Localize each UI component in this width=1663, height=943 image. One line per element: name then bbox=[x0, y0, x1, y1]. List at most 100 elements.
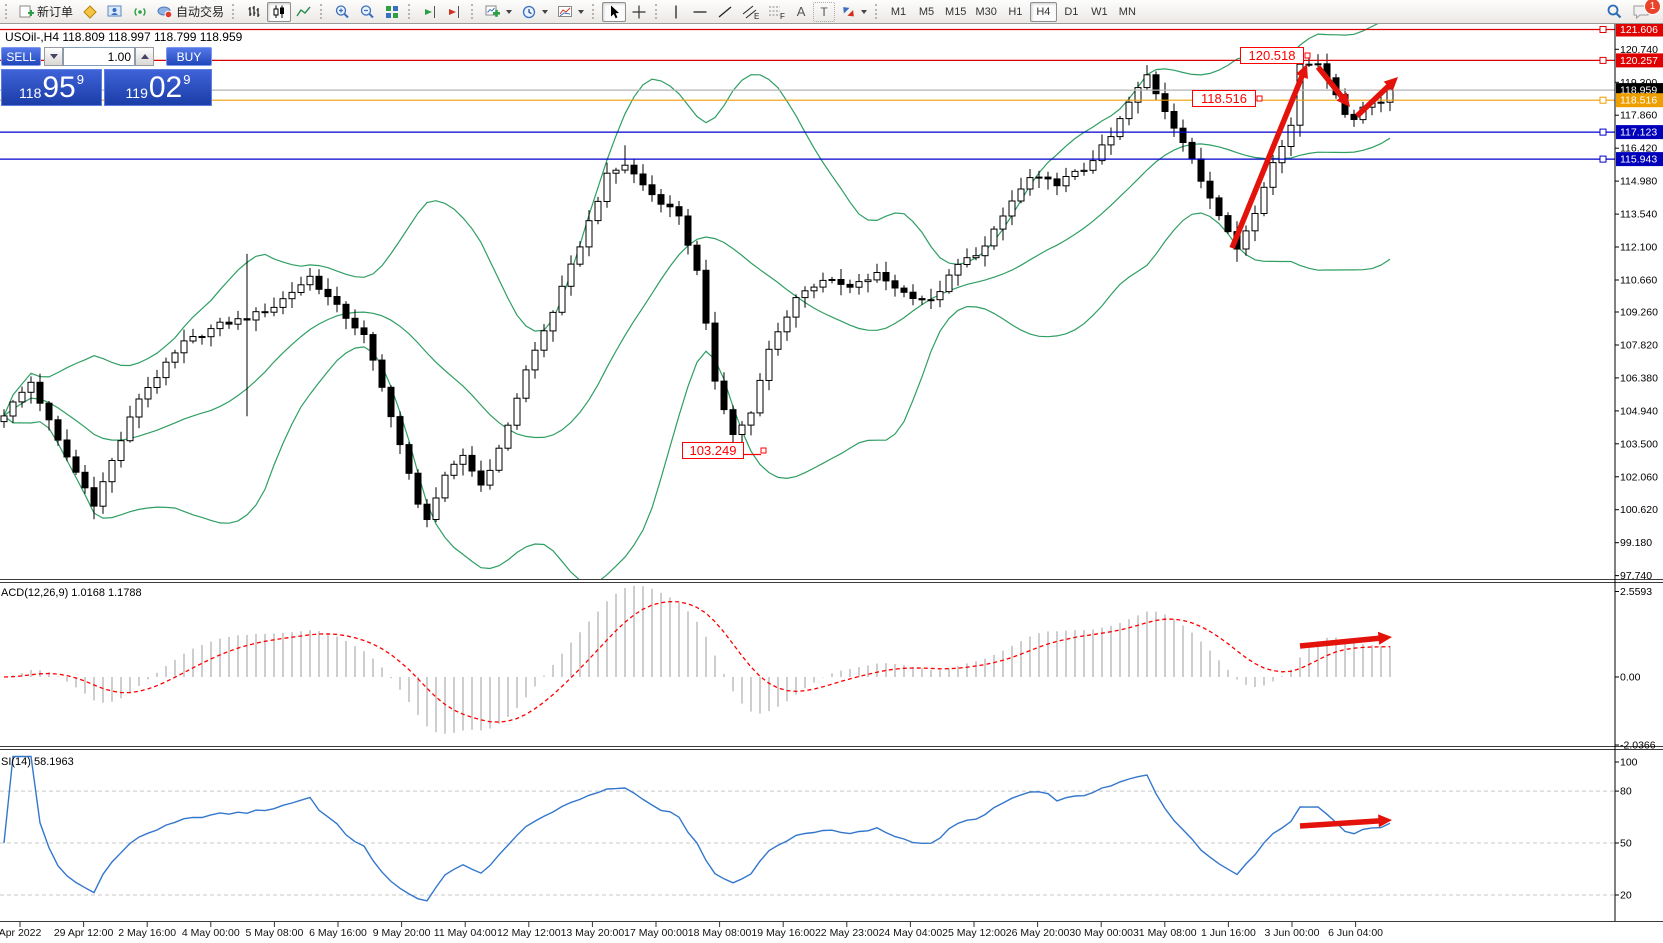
svg-text:3 Jun 00:00: 3 Jun 00:00 bbox=[1265, 927, 1320, 939]
timeframe-w1[interactable]: W1 bbox=[1091, 5, 1108, 18]
timeframe-m1[interactable]: M1 bbox=[890, 5, 907, 18]
svg-text:22 May 23:00: 22 May 23:00 bbox=[815, 927, 879, 939]
svg-text:50: 50 bbox=[1620, 838, 1632, 850]
arrows-button[interactable] bbox=[836, 2, 871, 22]
zoom-out-button[interactable] bbox=[355, 2, 379, 22]
timeframe-m30[interactable]: M30 bbox=[975, 5, 997, 18]
bar-chart-icon bbox=[246, 4, 262, 20]
timeframe-mn[interactable]: MN bbox=[1118, 5, 1136, 18]
zoom-in-button[interactable] bbox=[330, 2, 354, 22]
auto-trading-button[interactable]: 自动交易 bbox=[153, 2, 228, 22]
price-level-lines[interactable] bbox=[0, 26, 1615, 163]
svg-text:19 May 16:00: 19 May 16:00 bbox=[751, 927, 815, 939]
timeframe-d1[interactable]: D1 bbox=[1064, 5, 1079, 18]
toolbar: 新订单 自动交易 bbox=[0, 0, 1663, 24]
new-order-label: 新订单 bbox=[37, 5, 74, 19]
gold-button[interactable] bbox=[78, 2, 102, 22]
trendline-icon bbox=[717, 4, 733, 20]
volume-decrease-button[interactable] bbox=[44, 47, 63, 66]
trend-arrows[interactable] bbox=[1229, 64, 1398, 829]
svg-text:13 May 20:00: 13 May 20:00 bbox=[561, 927, 625, 939]
svg-text:9 May 20:00: 9 May 20:00 bbox=[373, 927, 431, 939]
toolbar-grip bbox=[655, 4, 661, 19]
cursor-button[interactable] bbox=[602, 1, 627, 22]
channel-icon: E bbox=[742, 4, 759, 20]
price-axis[interactable]: 120.740119.300117.860116.420114.980113.5… bbox=[1615, 22, 1663, 902]
trendline-button[interactable] bbox=[713, 2, 737, 22]
volume-increase-button[interactable] bbox=[135, 47, 154, 66]
svg-text:E: E bbox=[754, 12, 759, 20]
svg-text:2 May 16:00: 2 May 16:00 bbox=[118, 927, 176, 939]
sell-button[interactable]: SELL bbox=[1, 47, 41, 66]
svg-text:106.380: 106.380 bbox=[1620, 372, 1658, 384]
cursor-icon bbox=[606, 4, 622, 20]
triangle-down-icon bbox=[49, 54, 58, 59]
tile-windows-icon bbox=[384, 4, 400, 20]
horizontal-line-button[interactable] bbox=[688, 2, 712, 22]
timeframe-m5[interactable]: M5 bbox=[918, 5, 935, 18]
candlestick-button[interactable] bbox=[267, 1, 292, 22]
vertical-line-button[interactable] bbox=[665, 2, 687, 22]
buy-price-point: 9 bbox=[183, 72, 191, 87]
timeframe-m15[interactable]: M15 bbox=[945, 5, 967, 18]
crosshair-button[interactable] bbox=[627, 2, 651, 22]
templates-button[interactable] bbox=[553, 2, 588, 22]
dropdown-caret-icon bbox=[506, 9, 513, 14]
add-indicator-icon bbox=[485, 4, 501, 20]
buy-button[interactable]: BUY bbox=[166, 47, 212, 66]
triangle-up-icon bbox=[140, 54, 149, 59]
new-order-icon bbox=[19, 4, 34, 19]
auto-trading-label: 自动交易 bbox=[176, 5, 225, 19]
price-annotation[interactable]: 103.249 bbox=[682, 442, 744, 459]
svg-text:2.5593: 2.5593 bbox=[1620, 586, 1652, 598]
svg-text:115.943: 115.943 bbox=[1620, 154, 1657, 166]
new-order-button[interactable]: 新订单 bbox=[15, 2, 77, 22]
zoom-out-icon bbox=[359, 4, 375, 20]
annotation-handles[interactable] bbox=[744, 52, 1311, 456]
sell-price[interactable]: 118 95 9 bbox=[1, 69, 102, 106]
search-button[interactable] bbox=[1602, 2, 1627, 22]
svg-text:110.660: 110.660 bbox=[1620, 275, 1657, 287]
profile-icon bbox=[107, 4, 123, 20]
vertical-line-icon bbox=[669, 4, 683, 20]
tile-windows-button[interactable] bbox=[380, 2, 404, 22]
toolbar-grip bbox=[408, 4, 414, 19]
candles bbox=[0, 53, 1394, 528]
svg-text:117.123: 117.123 bbox=[1620, 127, 1657, 139]
indicators-button[interactable] bbox=[481, 2, 516, 22]
volume-input[interactable] bbox=[63, 47, 135, 66]
toolbar-grip bbox=[232, 4, 238, 19]
svg-text:120.740: 120.740 bbox=[1620, 44, 1658, 56]
text-button[interactable]: A bbox=[796, 4, 806, 19]
svg-text:104.940: 104.940 bbox=[1620, 405, 1658, 417]
svg-text:6 May 16:00: 6 May 16:00 bbox=[309, 927, 367, 939]
svg-text:12 May 12:00: 12 May 12:00 bbox=[497, 927, 561, 939]
time-axis[interactable]: Apr 2022 29 Apr 12:00 2 May 16:00 4 May 00:… bbox=[0, 922, 1383, 939]
bar-chart-button[interactable] bbox=[242, 2, 266, 22]
search-icon bbox=[1606, 3, 1623, 20]
periods-button[interactable] bbox=[517, 2, 552, 22]
price-annotation[interactable]: 120.518 bbox=[1240, 47, 1304, 64]
fibonacci-button[interactable]: F bbox=[764, 2, 789, 22]
panel-separators[interactable] bbox=[0, 24, 1663, 922]
timeframe-h1[interactable]: H1 bbox=[1008, 5, 1023, 18]
profile-button[interactable] bbox=[103, 2, 127, 22]
buy-price[interactable]: 119 02 9 bbox=[104, 69, 212, 106]
sell-price-big-figure: 118 bbox=[19, 85, 42, 101]
toolbar-grip bbox=[320, 4, 326, 19]
svg-text:11 May 04:00: 11 May 04:00 bbox=[434, 927, 497, 939]
chart-shift-icon bbox=[447, 4, 463, 20]
gold-icon bbox=[82, 4, 98, 20]
auto-scroll-button[interactable] bbox=[418, 2, 442, 22]
svg-text:26 May 20:00: 26 May 20:00 bbox=[1006, 927, 1070, 939]
line-chart-button[interactable] bbox=[292, 2, 316, 22]
timeframe-h4[interactable]: H4 bbox=[1029, 1, 1057, 22]
price-annotation[interactable]: 118.516 bbox=[1192, 90, 1256, 107]
signal-button[interactable] bbox=[128, 2, 152, 22]
chat-button[interactable]: 1 bbox=[1628, 0, 1661, 22]
channel-button[interactable]: E bbox=[738, 2, 763, 22]
buy-price-pips: 02 bbox=[148, 70, 183, 104]
label-button[interactable]: T bbox=[813, 1, 836, 22]
chart-shift-button[interactable] bbox=[443, 2, 467, 22]
